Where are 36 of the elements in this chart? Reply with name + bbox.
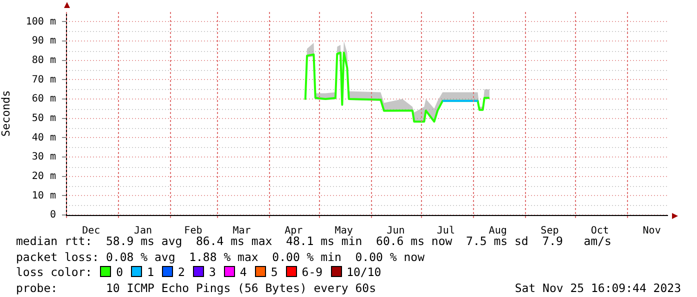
x-tick-label: Dec (82, 226, 100, 237)
y-tick-label: 60 m (32, 94, 56, 105)
legend-label: 1 (147, 265, 154, 279)
text: Sat Nov 25 16:09:44 2023 (514, 280, 681, 296)
legend-label: 2 (178, 265, 185, 279)
x-tick-label: Apr (284, 226, 303, 237)
y-tick-label: 30 m (32, 152, 56, 163)
y-tick-label: 70 m (32, 74, 56, 86)
x-tick-label: Aug (488, 226, 507, 237)
x-tick-label: Nov (642, 226, 661, 237)
text: probe: 10 ICMP Echo Pings (56 Bytes) every 60s (16, 280, 376, 294)
legend-label: 4 (240, 265, 247, 279)
text: packet loss: 0.08 % avg 1.88 % max 0.00 % min 0.00 % now (16, 250, 426, 265)
x-tick-label: May (334, 226, 353, 237)
y-tick-label: 20 m (32, 170, 56, 182)
x-tick-label: Jul (436, 226, 455, 237)
legend-label: 3 (208, 265, 216, 279)
y-tick-label: 100 m (26, 16, 56, 28)
legend-label: 5 (270, 265, 278, 279)
y-tick-label: 80 m (32, 54, 56, 66)
y-tick-label: 0 (50, 210, 56, 221)
y-axis-title: Seconds (0, 90, 12, 137)
x-tick-label: Sep (540, 226, 559, 237)
x-tick-label: Jun (386, 226, 405, 237)
x-tick-label: Mar (232, 226, 251, 237)
y-tick-label: 90 m (32, 36, 56, 47)
y-tick-label: 50 m (32, 112, 56, 124)
legend-title: loss color: (16, 265, 92, 279)
y-tick-label: 40 m (32, 132, 56, 144)
x-tick-label: Jan (134, 226, 152, 237)
x-tick-label: Feb (184, 226, 202, 237)
legend-label: 6-9 (302, 265, 323, 279)
legend-label: 0 (116, 265, 124, 279)
y-tick-label: 10 m (32, 190, 56, 202)
legend-label: 10/10 (346, 265, 382, 279)
x-tick-label: Oct (590, 226, 609, 237)
